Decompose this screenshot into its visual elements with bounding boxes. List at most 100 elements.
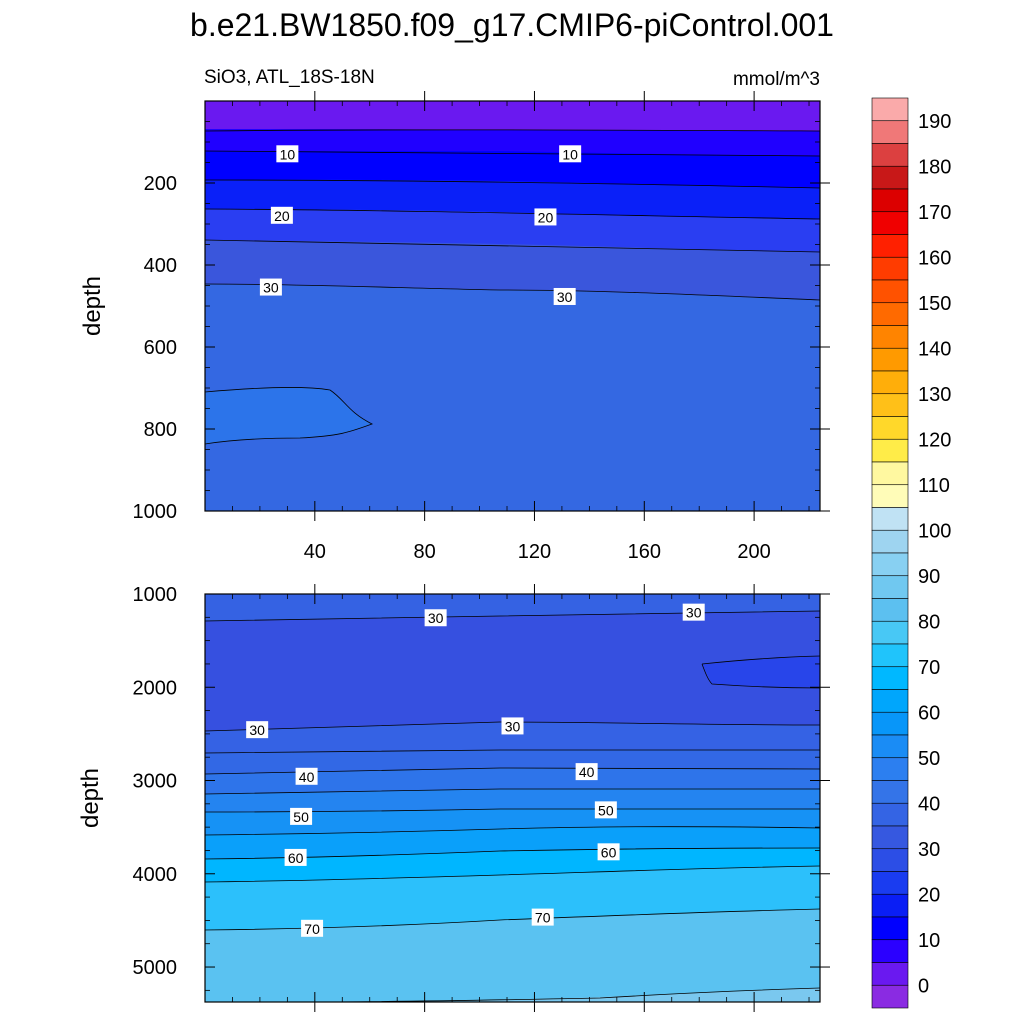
contour-line-30b (204, 721, 821, 732)
colorbar-box (871, 347, 909, 372)
band-35-top (205, 594, 820, 621)
y-tick-label: 1000 (133, 501, 178, 523)
lower-contour-labels: 30 30 30 30 40 40 50 50 60 60 70 70 (246, 603, 705, 937)
colorbar-box (871, 757, 909, 781)
contour-label-text: 70 (304, 921, 320, 937)
contour-label-text: 10 (280, 146, 296, 162)
colorbar-box (871, 279, 909, 304)
colorbar-box (871, 370, 909, 395)
band-0-5 (205, 101, 820, 131)
colorbar-boxes (871, 97, 909, 1009)
contour-label-box (594, 801, 617, 819)
colorbar-label: 30 (918, 839, 940, 861)
contour-label: 40 (295, 767, 318, 785)
contour-label: 60 (284, 848, 307, 866)
upper-left-label: SiO3, ATL_18S-18N (204, 67, 375, 88)
colorbar-box (871, 962, 909, 986)
colorbar-box (871, 689, 909, 713)
colorbar-label: 160 (918, 247, 951, 269)
colorbar-label: 0 (918, 975, 929, 997)
colorbar-box (871, 461, 909, 486)
contour-label: 20 (534, 208, 557, 226)
contour-label-text: 20 (538, 209, 554, 225)
contour-line-25-pocket (701, 655, 821, 689)
upper-axis-tick-labels: 40 80 120 160 200 200 400 600 800 1000 (133, 173, 771, 563)
lower-panel: depth (77, 584, 830, 1012)
colorbar-box (871, 848, 909, 872)
colorbar-box (871, 552, 909, 577)
colorbar-box (871, 939, 909, 963)
contour-label-box (246, 721, 269, 739)
contour-label-box (259, 278, 282, 296)
contour-label-box (290, 807, 313, 825)
contour-label: 10 (276, 145, 299, 163)
x-tick-label: 160 (628, 541, 661, 563)
colorbar-box (871, 802, 909, 827)
colorbar-label: 100 (918, 520, 951, 542)
contour-label-box (284, 848, 307, 866)
colorbar-box (871, 575, 909, 599)
contour-line-55 (204, 826, 821, 836)
contour-label-text: 30 (263, 280, 279, 296)
lower-axis-ticks (205, 584, 830, 1012)
band-40-45-patch (205, 387, 372, 444)
figure-title: b.e21.BW1850.f09_g17.CMIP6-piControl.001 (190, 7, 834, 43)
contour-label-text: 40 (579, 764, 595, 780)
upper-panel: SiO3, ATL_18S-18N mmol/m^3 depth 40 80 120… (79, 67, 830, 563)
lower-axis-tick-labels: 1000 2000 3000 4000 5000 (133, 584, 178, 979)
colorbar-box (871, 780, 909, 804)
colorbar-box (871, 393, 909, 417)
contour-label-box (424, 609, 447, 627)
contour-line-35 (204, 387, 374, 445)
colorbar-box (871, 711, 909, 736)
colorbar-box (871, 893, 909, 918)
colorbar-label: 20 (918, 884, 940, 906)
y-tick-label: 800 (144, 419, 177, 441)
contour-label-box (295, 767, 318, 785)
colorbar-label: 130 (918, 384, 951, 406)
colorbar-label: 150 (918, 293, 951, 315)
contour-line-35 (204, 749, 820, 754)
x-tick-label: 200 (737, 541, 770, 563)
colorbar-box (871, 120, 909, 144)
band-30-32 (205, 594, 820, 731)
upper-right-label: mmol/m^3 (733, 69, 820, 90)
y-tick-label: 4000 (133, 864, 178, 886)
contour-label-text: 60 (601, 844, 617, 860)
colorbar-label: 60 (918, 702, 940, 724)
contour-label: 20 (270, 206, 293, 224)
colorbar-box (871, 529, 909, 554)
colorbar-label: 70 (918, 657, 940, 679)
colorbar-box (871, 416, 909, 440)
contour-label-text: 50 (598, 802, 614, 818)
contour-label-text: 30 (505, 718, 521, 734)
contour-label-text: 10 (562, 146, 578, 162)
x-tick-label: 120 (518, 541, 551, 563)
contour-label: 30 (259, 278, 282, 296)
colorbar-box (871, 734, 909, 759)
colorbar-box (871, 211, 909, 235)
y-tick-label: 2000 (133, 677, 178, 699)
contour-label-text: 30 (249, 722, 265, 738)
colorbar-box (871, 256, 909, 281)
upper-y-axis-title: depth (79, 276, 106, 336)
contour-label: 50 (594, 801, 617, 819)
colorbar-box (871, 916, 909, 941)
y-tick-label: 600 (144, 337, 177, 359)
contour-label-box (559, 145, 582, 163)
contour-label-box (597, 843, 620, 861)
contour-line-70 (204, 908, 821, 931)
y-tick-label: 1000 (133, 584, 178, 606)
colorbar-box (871, 620, 909, 645)
contour-line-15 (204, 179, 821, 189)
contour-label-text: 50 (293, 809, 309, 825)
contour-label-text: 70 (535, 910, 551, 926)
contour-label-text: 30 (686, 605, 702, 621)
contour-label: 30 (246, 721, 269, 739)
upper-axis-ticks (205, 91, 830, 521)
colorbar: 0 10 20 30 40 50 60 70 80 90 100 110 120 130 140 150 160… (871, 97, 951, 1009)
lower-y-axis-title: depth (77, 768, 104, 828)
colorbar-box (871, 234, 909, 258)
colorbar-label: 110 (918, 475, 950, 497)
